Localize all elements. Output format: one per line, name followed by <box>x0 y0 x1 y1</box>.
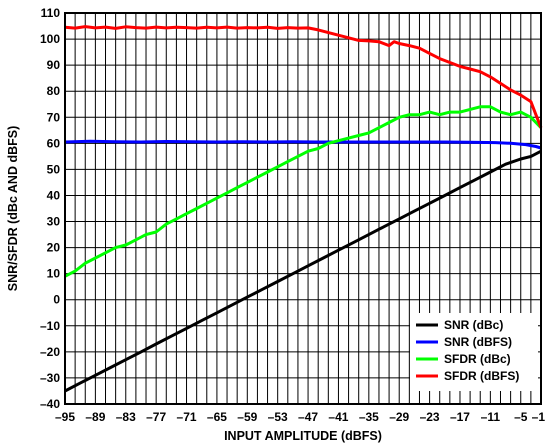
x-tick-label: –41 <box>328 410 348 424</box>
x-tick-label: –83 <box>116 410 136 424</box>
y-tick-label: 50 <box>47 162 61 176</box>
x-tick-label: –1 <box>532 410 546 424</box>
legend-label: SNR (dBc) <box>444 318 503 332</box>
series-lines <box>64 25 543 393</box>
tick-labels: 1101009080706050403020100–10–20–30–40–95… <box>40 6 545 424</box>
x-tick-label: –23 <box>420 410 440 424</box>
x-tick-label: –71 <box>177 410 197 424</box>
x-tick-label: –77 <box>146 410 166 424</box>
x-axis-title: INPUT AMPLITUDE (dBFS) <box>224 429 382 443</box>
series-line-1 <box>64 139 542 150</box>
series-line-0 <box>64 149 542 393</box>
x-tick-label: –29 <box>389 410 409 424</box>
y-axis-title: SNR/SFDR (dBc AND dBFS) <box>6 126 20 292</box>
series-line-2 <box>64 105 543 278</box>
y-tick-label: –40 <box>40 397 60 411</box>
x-tick-label: –11 <box>481 410 501 424</box>
y-tick-label: 30 <box>47 215 61 229</box>
x-tick-label: –53 <box>268 410 288 424</box>
legend: SNR (dBc) SNR (dBFS) SFDR (dBc) SFDR (dBFS) <box>410 313 538 391</box>
plot-frame <box>64 12 542 405</box>
y-tick-label: 20 <box>47 241 61 255</box>
y-tick-label: 90 <box>47 58 61 72</box>
series-line-3 <box>64 25 543 129</box>
y-tick-label: 10 <box>47 267 61 281</box>
y-tick-label: –10 <box>40 319 60 333</box>
y-tick-label: –30 <box>40 371 60 385</box>
x-tick-label: –65 <box>207 410 227 424</box>
x-tick-label: –95 <box>55 410 75 424</box>
y-tick-label: 0 <box>53 293 60 307</box>
x-tick-label: –89 <box>85 410 105 424</box>
x-tick-label: –17 <box>450 410 470 424</box>
y-tick-label: –20 <box>40 345 60 359</box>
y-tick-label: 60 <box>47 136 61 150</box>
x-tick-label: –35 <box>359 410 379 424</box>
y-tick-label: 100 <box>40 32 60 46</box>
legend-label: SNR (dBFS) <box>444 335 512 349</box>
x-tick-label: –5 <box>514 410 528 424</box>
y-tick-label: 110 <box>41 6 61 20</box>
legend-label: SFDR (dBFS) <box>444 369 519 383</box>
y-tick-label: 70 <box>47 110 61 124</box>
y-tick-label: 40 <box>47 188 61 202</box>
x-tick-label: –59 <box>237 410 257 424</box>
legend-label: SFDR (dBc) <box>444 352 511 366</box>
x-tick-label: –47 <box>298 410 318 424</box>
y-tick-label: 80 <box>47 84 61 98</box>
